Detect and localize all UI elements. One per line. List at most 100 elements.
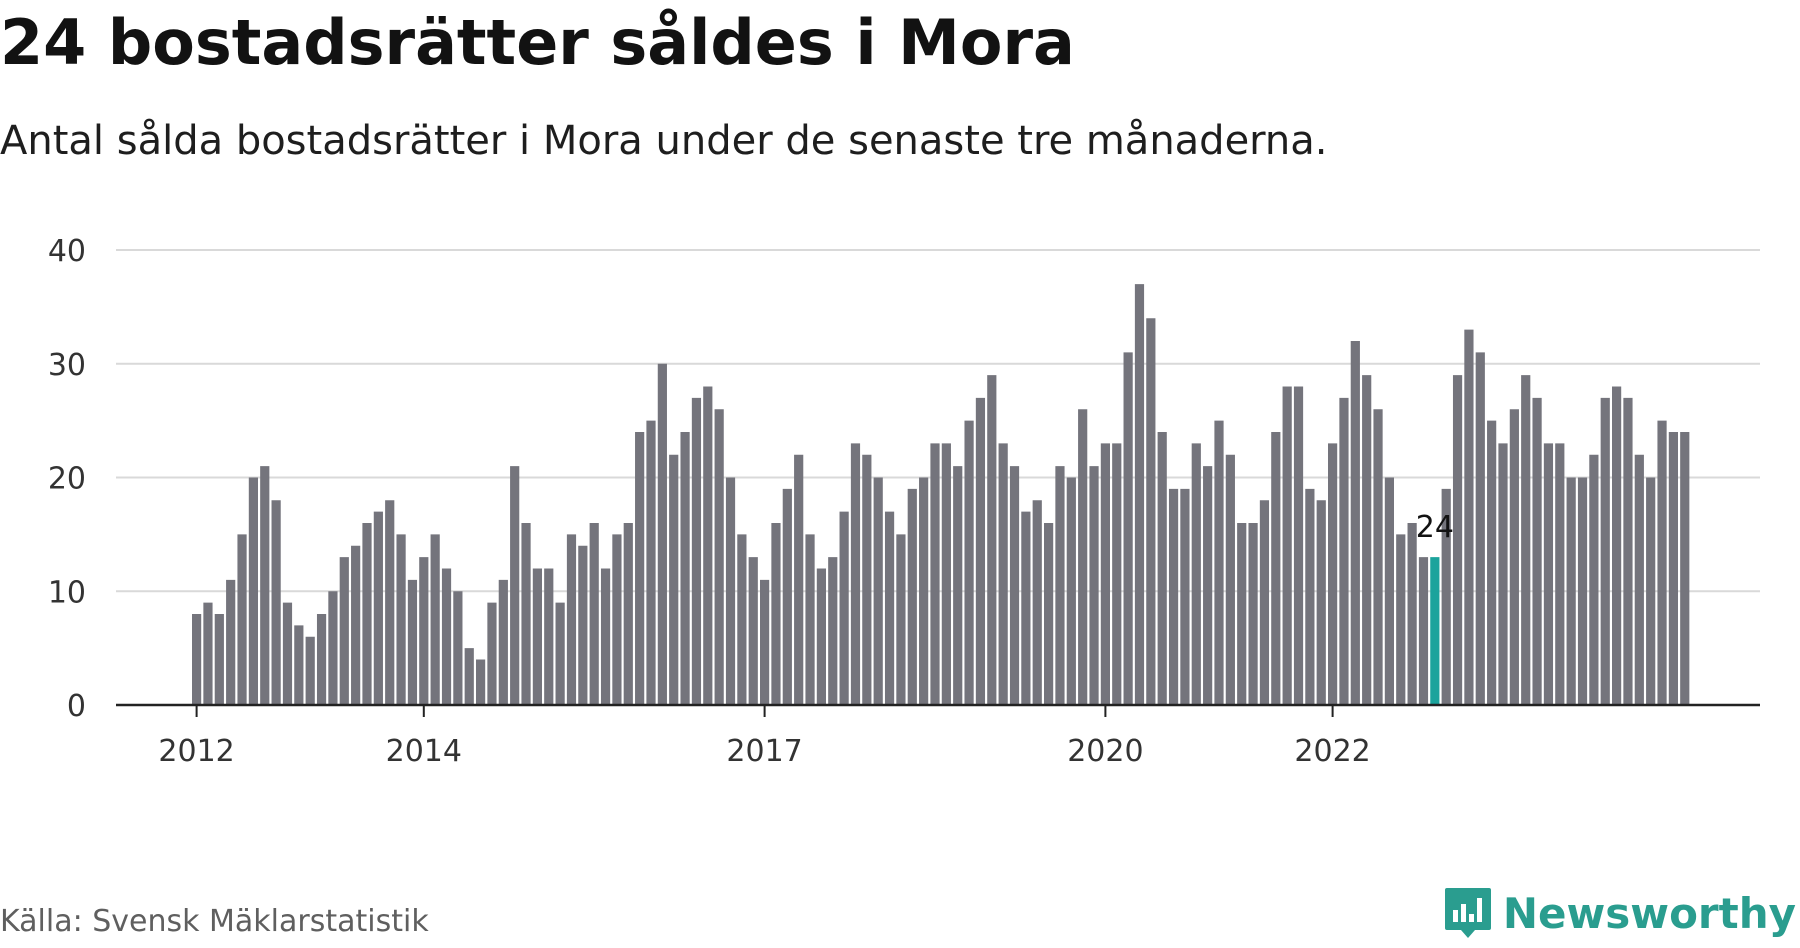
- bar: [351, 545, 361, 705]
- bar: [1305, 488, 1315, 705]
- x-tick-label: 2017: [726, 734, 802, 769]
- bar: [919, 477, 929, 705]
- bar: [1044, 523, 1054, 705]
- bar: [612, 534, 622, 705]
- bar: [510, 466, 520, 705]
- x-tick-label: 2012: [158, 734, 234, 769]
- bar: [237, 534, 247, 705]
- y-tick-label: 20: [48, 462, 86, 497]
- bar: [1248, 523, 1258, 705]
- bar: [1180, 488, 1190, 705]
- bar: [1009, 466, 1020, 705]
- bar: [975, 397, 986, 705]
- bar: [964, 420, 974, 705]
- bar: [578, 545, 588, 705]
- y-tick-label: 40: [48, 234, 86, 269]
- bar: [532, 568, 542, 705]
- bar: [1078, 409, 1088, 705]
- bar: [1191, 443, 1201, 705]
- bar: [464, 648, 474, 705]
- bar: [1225, 454, 1235, 705]
- bar: [805, 534, 815, 705]
- bar: [430, 534, 440, 705]
- bar: [1452, 375, 1463, 705]
- bar: [953, 466, 963, 705]
- bar: [1521, 375, 1531, 705]
- bar: [373, 511, 383, 705]
- brand-logo: Newsworthy: [1443, 886, 1796, 940]
- bar: [1543, 443, 1554, 705]
- bar: [714, 409, 724, 705]
- bar: [1055, 466, 1065, 705]
- brand-name: Newsworthy: [1502, 888, 1796, 938]
- bar: [760, 579, 770, 705]
- bar: [544, 568, 554, 705]
- bar: [1214, 420, 1224, 705]
- x-tick-label: 2022: [1294, 734, 1370, 769]
- bar: [1407, 523, 1417, 705]
- bar: [1475, 352, 1485, 705]
- bar: [873, 477, 883, 705]
- bar: [1509, 409, 1519, 705]
- bar: [362, 523, 372, 705]
- bar: [1487, 420, 1497, 705]
- bar: [771, 523, 781, 705]
- bar: [1589, 454, 1599, 705]
- chart-title: 24 bostadsrätter såldes i Mora: [0, 6, 1075, 79]
- bar: [419, 557, 429, 705]
- bar: [1464, 329, 1474, 705]
- bar: [998, 443, 1008, 705]
- bar: [385, 500, 395, 705]
- bar: [192, 614, 202, 705]
- bar: [555, 602, 565, 705]
- bar: [1646, 477, 1656, 705]
- bar: [884, 511, 895, 705]
- source-note: Källa: Svensk Mäklarstatistik: [0, 904, 429, 939]
- bar: [476, 659, 486, 705]
- bar: [1328, 443, 1338, 705]
- bar: [680, 432, 690, 705]
- bar: [1293, 386, 1304, 705]
- bar: [260, 466, 270, 705]
- chart-subtitle: Antal sålda bostadsrätter i Mora under d…: [0, 118, 1328, 164]
- bar: [1021, 511, 1031, 705]
- bar: [226, 579, 236, 705]
- bar: [328, 591, 338, 705]
- bar: [1168, 488, 1179, 705]
- bar: [1066, 477, 1076, 705]
- bar: [1634, 454, 1644, 705]
- bar: [316, 614, 327, 705]
- bar: [1339, 397, 1349, 705]
- bar: [1612, 386, 1622, 705]
- bar: [703, 386, 713, 705]
- bar: [930, 443, 940, 705]
- bar: [1123, 352, 1133, 705]
- bar: [691, 397, 702, 705]
- bar: [850, 443, 861, 705]
- bar: [1350, 341, 1360, 705]
- bar: [907, 488, 917, 705]
- bar: [1577, 477, 1588, 705]
- bar: [839, 511, 849, 705]
- bar: [498, 579, 508, 705]
- bar: [1657, 420, 1667, 705]
- bar: [1157, 432, 1167, 705]
- bar: [1384, 477, 1394, 705]
- bar: [1498, 443, 1508, 705]
- bar: [487, 602, 497, 705]
- bar: [1100, 443, 1110, 705]
- bar: [282, 602, 293, 705]
- bar: [635, 432, 645, 705]
- bar: [1396, 534, 1406, 705]
- bar: [1271, 432, 1281, 705]
- bar: [1112, 443, 1122, 705]
- bar: [1668, 432, 1678, 705]
- bar: [441, 568, 452, 705]
- bar: [1146, 318, 1156, 705]
- bar: [1134, 284, 1145, 705]
- bar: [1623, 397, 1633, 705]
- bar: [294, 625, 304, 705]
- bar: [896, 534, 906, 705]
- data-label: 24: [1416, 510, 1454, 545]
- bar: [862, 454, 872, 705]
